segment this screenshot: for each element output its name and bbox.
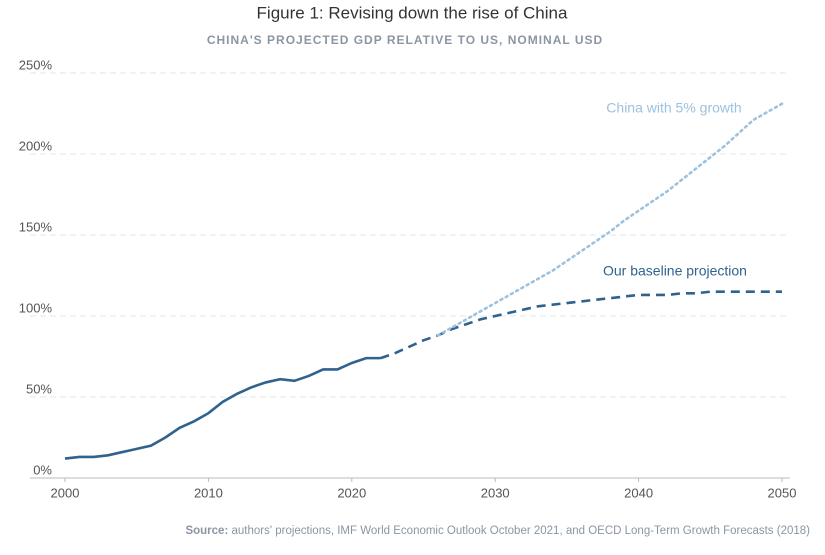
series-line: [436, 102, 784, 337]
y-tick-label: 200%: [19, 138, 53, 153]
source-label: Source:: [185, 525, 228, 537]
series-line: [380, 290, 782, 360]
x-tick-label: 2020: [337, 485, 366, 500]
series-label: Our baseline projection: [603, 263, 747, 279]
x-tick-label: 2040: [624, 485, 653, 500]
y-tick-label: 50%: [26, 381, 52, 396]
x-tick-label: 2030: [481, 485, 510, 500]
series-label: China with 5% growth: [606, 100, 741, 116]
x-tick-label: 2010: [194, 485, 223, 500]
source: Source: authors' projections, IMF World …: [185, 525, 810, 537]
x-tick-label: 2000: [51, 485, 80, 500]
y-tick-label: 100%: [19, 300, 53, 315]
source-text: authors' projections, IMF World Economic…: [231, 525, 810, 537]
y-tick-label: 0%: [33, 462, 52, 477]
chart-title: Figure 1: Revising down the rise of Chin…: [257, 3, 568, 22]
chart-subtitle: CHINA'S PROJECTED GDP RELATIVE TO US, NO…: [207, 33, 603, 47]
x-tick-label: 2050: [768, 485, 797, 500]
y-tick-label: 150%: [19, 219, 53, 234]
series-line: [64, 356, 381, 460]
y-tick-label: 250%: [19, 57, 53, 72]
